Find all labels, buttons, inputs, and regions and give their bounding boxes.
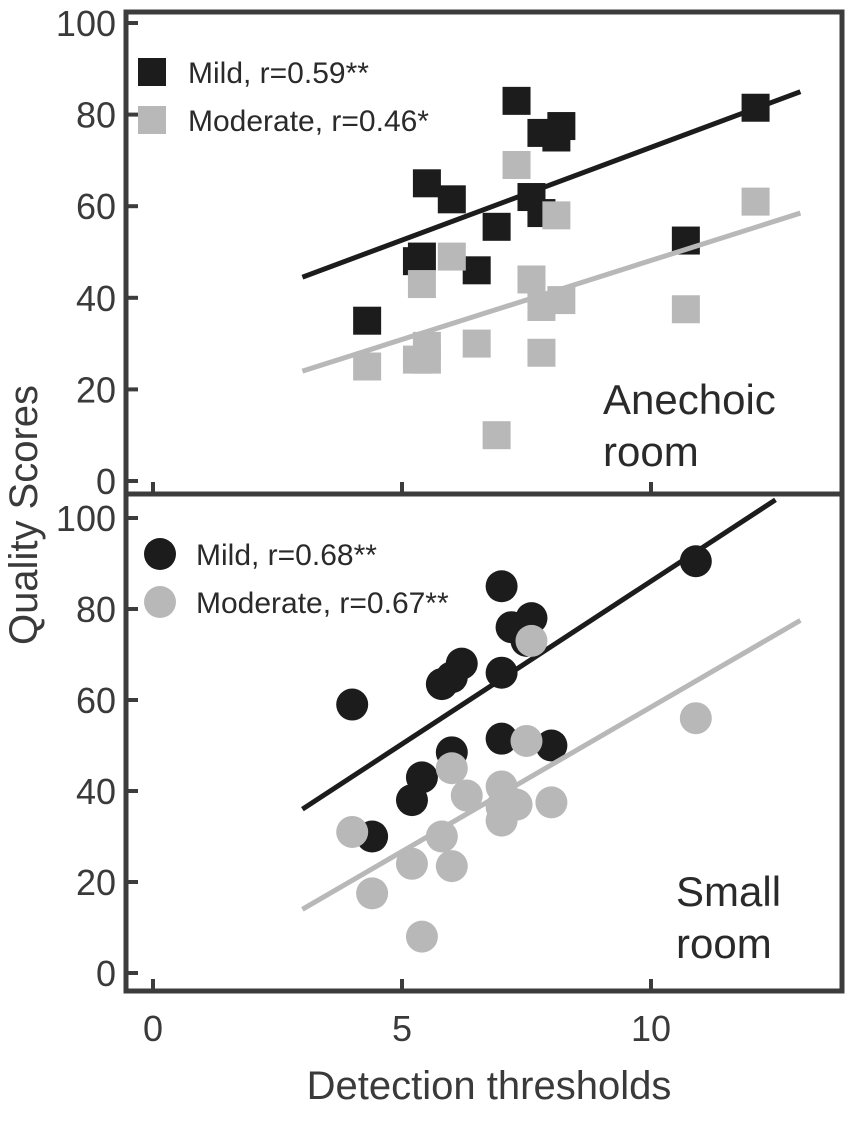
data-point-moderate: [679, 702, 712, 735]
data-point-moderate: [353, 352, 382, 381]
y-tick-label: 40: [76, 278, 116, 319]
y-tick-label: 80: [76, 589, 116, 630]
data-point-moderate: [515, 624, 548, 657]
data-point-moderate: [435, 752, 468, 785]
series-moderate: [301, 618, 802, 953]
data-point-moderate: [405, 920, 438, 953]
room-label-line2: room: [603, 428, 699, 475]
x-tick-label: 5: [392, 1008, 412, 1049]
legend: Mild, r=0.68** Moderate, r=0.67**: [144, 538, 449, 620]
data-point-mild: [485, 570, 518, 603]
legend-label-moderate: Moderate, r=0.67**: [196, 587, 449, 620]
data-point-mild: [679, 545, 712, 578]
data-point-moderate: [527, 338, 556, 367]
x-tick-label: 0: [143, 1008, 163, 1049]
data-point-mild: [485, 722, 518, 755]
series-moderate: [301, 150, 802, 450]
data-point-moderate: [437, 242, 466, 271]
regression-line-moderate: [301, 618, 802, 912]
regression-line-mild: [301, 89, 802, 280]
anechoic-room-panel: 0 20 40 60 80 100 Mild, r=0.59** Moderate, r=0.…: [56, 3, 845, 502]
data-point-moderate: [482, 421, 511, 450]
data-point-moderate: [407, 270, 436, 299]
y-tick-label: 0: [96, 461, 116, 502]
y-tick-label: 60: [76, 186, 116, 227]
y-tick-label: 0: [96, 953, 116, 994]
room-label-line2: room: [676, 920, 772, 967]
y-tick-label: 100: [56, 498, 116, 539]
room-label-line1: Small: [676, 868, 781, 915]
data-point-moderate: [395, 847, 428, 880]
x-axis-label: Detection thresholds: [307, 1064, 672, 1108]
data-point-mild: [547, 112, 576, 141]
data-point-mild: [741, 93, 770, 122]
legend-marker-moderate: [144, 586, 176, 618]
y-tick-label: 40: [76, 771, 116, 812]
data-point-mild: [462, 256, 491, 285]
data-point-moderate: [502, 150, 531, 179]
data-point-moderate: [435, 850, 468, 883]
data-point-moderate: [517, 265, 546, 294]
data-point-moderate: [450, 779, 483, 812]
data-point-mild: [407, 242, 436, 271]
legend-marker-moderate: [138, 106, 166, 134]
data-point-moderate: [510, 724, 543, 757]
data-point-mild: [535, 729, 568, 762]
data-point-moderate: [535, 786, 568, 819]
legend-label-moderate: Moderate, r=0.46*: [188, 105, 429, 138]
y-tick-label: 80: [76, 95, 116, 136]
legend-marker-mild: [144, 538, 176, 570]
data-point-mild: [437, 185, 466, 214]
legend: Mild, r=0.59** Moderate, r=0.46*: [138, 57, 429, 138]
data-point-moderate: [542, 201, 571, 230]
data-point-mild: [482, 212, 511, 241]
y-tick-label: 20: [76, 862, 116, 903]
data-point-mild: [485, 656, 518, 689]
y-tick-label: 20: [76, 369, 116, 410]
y-tick-label: 100: [56, 3, 116, 44]
legend-label-mild: Mild, r=0.68**: [196, 539, 377, 572]
data-point-moderate: [356, 877, 389, 910]
x-tick-label: 10: [631, 1008, 671, 1049]
data-point-mild: [353, 306, 382, 335]
data-point-mild: [405, 761, 438, 794]
data-point-mild: [336, 688, 369, 721]
data-point-moderate: [500, 788, 533, 821]
series-mild: [301, 86, 802, 335]
data-point-moderate: [547, 286, 576, 315]
data-point-moderate: [741, 187, 770, 216]
data-point-moderate: [671, 295, 700, 324]
data-point-moderate: [425, 820, 458, 853]
data-point-mild: [445, 647, 478, 680]
small-room-panel: 0 20 40 60 80 100 Mild, r=0.68** Moderate, r=0.…: [56, 491, 845, 994]
y-tick-label: 60: [76, 680, 116, 721]
data-point-moderate: [462, 329, 491, 358]
legend-marker-mild: [138, 58, 166, 86]
data-point-mild: [515, 602, 548, 635]
x-axis: 0 5 10: [143, 1008, 671, 1049]
room-label-line1: Anechoic: [603, 376, 776, 423]
data-point-mild: [502, 86, 531, 115]
data-point-moderate: [336, 815, 369, 848]
legend-label-mild: Mild, r=0.59**: [188, 57, 369, 90]
y-axis-label: Quality Scores: [2, 385, 46, 645]
data-point-mild: [412, 169, 441, 198]
data-point-moderate: [412, 331, 441, 360]
panel-frame: [123, 491, 845, 994]
